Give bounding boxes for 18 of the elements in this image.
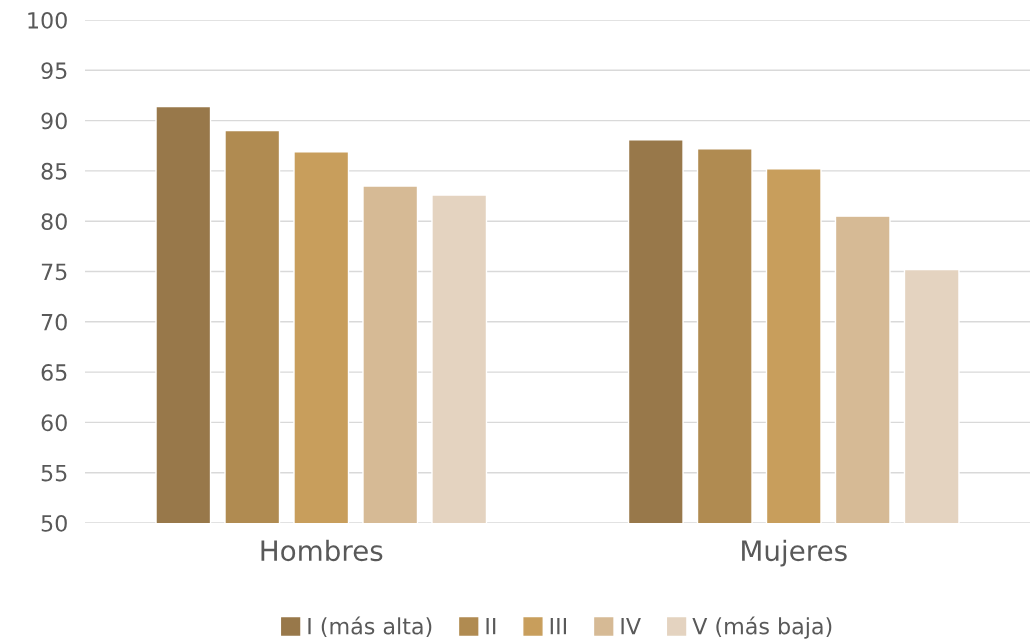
x-tick-label: Mujeres [742,539,847,567]
legend-label: V (más baja) [692,616,832,639]
legend-label: IV [621,617,641,635]
legend-label: III [550,617,567,635]
legend-label: II [486,617,496,635]
y-tick-label: 65 [41,364,67,381]
y-tick-label: 60 [41,414,67,432]
y-tick-label: 90 [41,112,67,130]
y-tick-label: 75 [41,263,67,281]
y-tick-label: 95 [41,62,67,80]
y-tick-label: 85 [41,162,67,180]
y-tick-label: 50 [41,514,67,532]
y-tick-label: 80 [41,213,67,230]
y-tick-label: 100 [28,11,67,29]
x-tick-label: Hombres [261,539,383,562]
y-tick-label: 70 [41,313,67,331]
y-tick-label: 55 [41,464,67,482]
legend-label: I (más alta) [308,616,432,638]
